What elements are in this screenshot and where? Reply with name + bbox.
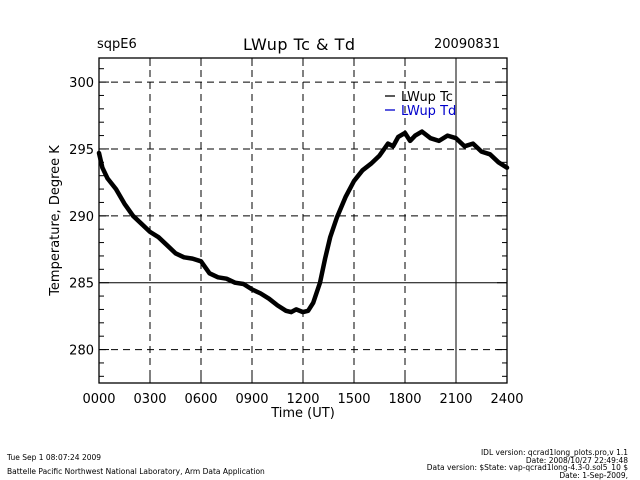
y-axis-label: Temperature, Degree K — [48, 145, 63, 297]
x-axis-label: Time (UT) — [270, 406, 335, 421]
y-tick-label: 295 — [69, 143, 94, 158]
y-tick-label: 280 — [69, 344, 94, 359]
x-tick-labels: 0000 0300 0600 0900 1200 1500 1800 2100 2400 — [82, 392, 523, 407]
x-tick-label: 0600 — [184, 392, 217, 407]
x-tick-label: 1800 — [388, 392, 421, 407]
chart-title: LWup Tc & Td — [243, 35, 356, 54]
legend-label-td: LWup Td — [401, 104, 456, 119]
site-label: sqpE6 — [97, 37, 137, 52]
y-tick-label: 285 — [69, 277, 94, 292]
footer-data-date: Date: 1-Sep-2009, — [559, 471, 628, 480]
x-tick-label: 1200 — [286, 392, 319, 407]
x-tick-label: 0900 — [235, 392, 268, 407]
y-tick-label: 290 — [69, 210, 94, 225]
footer-idl-version: IDL version: qcrad1long_plots.pro,v 1.1 — [480, 448, 628, 457]
x-tick-label: 1500 — [337, 392, 370, 407]
series-line-lwup-tc — [96, 129, 510, 315]
y-tick-labels: 280 285 290 295 300 — [69, 76, 94, 358]
footer-timestamp: Tue Sep 1 08:07:24 2009 — [7, 453, 102, 462]
x-tick-label: 0300 — [133, 392, 166, 407]
legend: LWup Tc LWup Td — [385, 90, 456, 119]
date-label: 20090831 — [434, 37, 501, 52]
grid-lines — [99, 58, 507, 383]
x-tick-label: 0000 — [82, 392, 115, 407]
y-tick-label: 300 — [69, 76, 94, 91]
footer-organization: Battelle Pacific Northwest National Labo… — [7, 467, 265, 476]
footer-data-version: Data version: $State: vap-qcrad1long-4.3… — [426, 463, 628, 472]
footer-idl-date: Date: 2008/10/27 22:49:48 — [525, 456, 628, 465]
plot-frame — [98, 57, 508, 384]
x-tick-label: 2100 — [439, 392, 472, 407]
legend-label-tc: LWup Tc — [401, 90, 453, 105]
x-tick-label: 2400 — [490, 392, 523, 407]
